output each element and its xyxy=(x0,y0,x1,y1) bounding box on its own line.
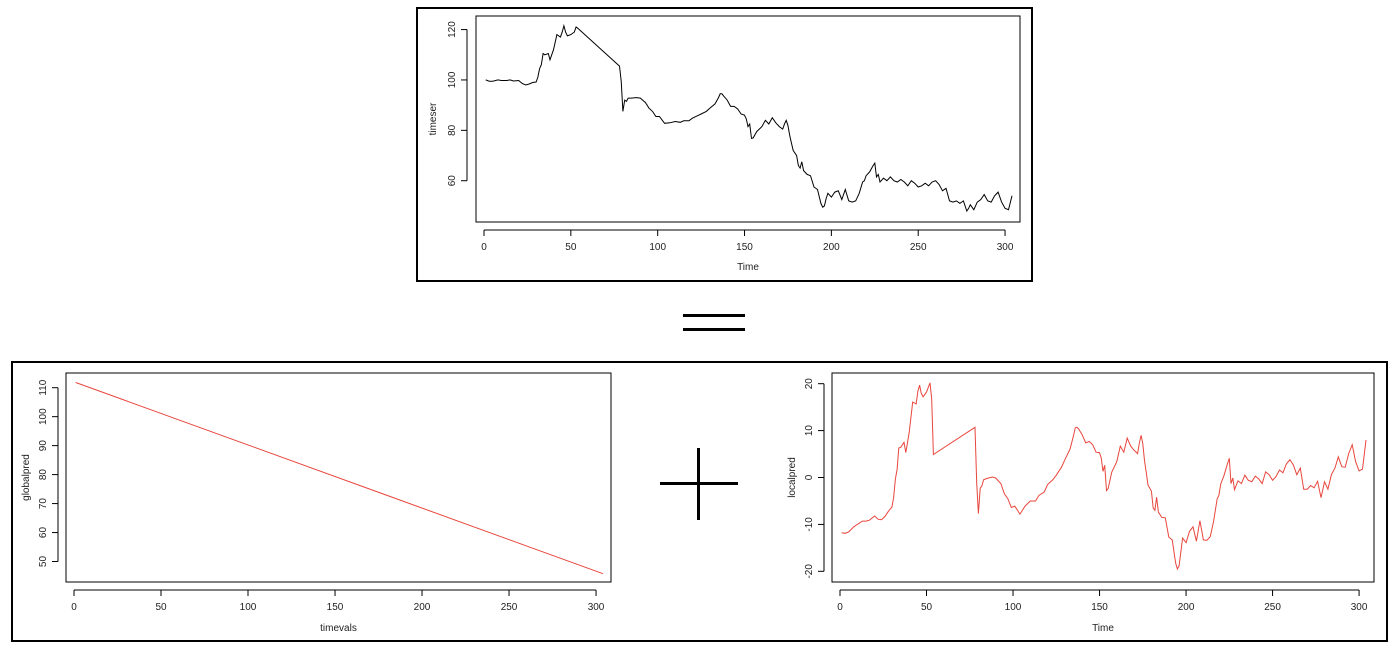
x-axis-label: Time xyxy=(1092,623,1114,634)
x-tick-label: 150 xyxy=(736,242,753,253)
y-tick-label: 20 xyxy=(804,378,815,390)
x-axis-label: timevals xyxy=(320,623,357,634)
y-tick-label: 60 xyxy=(38,527,49,539)
x-axis-label: Time xyxy=(737,262,759,273)
y-axis-label: globalpred xyxy=(21,454,32,501)
y-tick-label: 70 xyxy=(38,498,49,510)
decomposition-panel: 0 50 100 150 200 250 300 50 60 70 80 90 100 110 timeva… xyxy=(11,361,1388,642)
timeser-chart-panel: 0 50 100 150 200 250 300 60 80 100 120 Time timeser xyxy=(416,7,1033,282)
x-tick-label: 150 xyxy=(327,602,344,613)
y-tick-label: 100 xyxy=(447,71,458,88)
x-tick-label: 50 xyxy=(921,602,933,613)
y-tick-label: 110 xyxy=(38,379,49,395)
x-tick-label: 100 xyxy=(1005,602,1022,613)
x-tick-label: 250 xyxy=(501,602,518,613)
plus-sign xyxy=(660,448,738,520)
series-line xyxy=(75,382,604,575)
x-tick-label: 0 xyxy=(71,602,77,613)
x-tick-label: 0 xyxy=(481,242,487,253)
y-tick-label: 80 xyxy=(447,124,458,136)
y-tick-label: 10 xyxy=(804,425,815,437)
y-axis-label: localpred xyxy=(787,457,798,498)
y-tick-label: -10 xyxy=(804,517,815,532)
y-tick-label: 90 xyxy=(38,440,49,452)
x-tick-label: 100 xyxy=(240,602,257,613)
y-tick-label: 60 xyxy=(447,175,458,187)
x-tick-label: 0 xyxy=(837,602,843,613)
y-tick-label: 50 xyxy=(38,556,49,568)
plot-frame xyxy=(831,372,1375,583)
plot-frame xyxy=(475,15,1021,223)
y-axis-label: timeser xyxy=(428,102,439,135)
y-tick-label: 80 xyxy=(38,469,49,481)
equals-sign xyxy=(683,314,745,334)
y-tick-label: 120 xyxy=(447,21,458,38)
x-tick-label: 50 xyxy=(565,242,577,253)
y-tick-label: 100 xyxy=(38,408,49,425)
localpred-chart: 0 50 100 150 200 250 300 -20 -10 0 10 20 Time localpr… xyxy=(787,372,1375,634)
timeser-chart: 0 50 100 150 200 250 300 60 80 100 120 Time timeser xyxy=(428,15,1021,273)
x-tick-label: 200 xyxy=(823,242,840,253)
globalpred-chart: 0 50 100 150 200 250 300 50 60 70 80 90 100 110 timeva… xyxy=(21,372,612,634)
y-tick-label: 0 xyxy=(804,474,815,480)
x-tick-label: 200 xyxy=(414,602,431,613)
x-tick-label: 50 xyxy=(155,602,167,613)
x-tick-label: 150 xyxy=(1091,602,1108,613)
x-tick-label: 100 xyxy=(649,242,666,253)
x-tick-label: 300 xyxy=(588,602,605,613)
plot-frame xyxy=(65,372,612,583)
series-line xyxy=(841,382,1367,571)
y-tick-label: -20 xyxy=(804,564,815,579)
x-tick-label: 300 xyxy=(1351,602,1368,613)
x-tick-label: 250 xyxy=(910,242,927,253)
x-tick-label: 250 xyxy=(1264,602,1281,613)
series-line xyxy=(485,23,1013,213)
x-tick-label: 300 xyxy=(997,242,1014,253)
x-tick-label: 200 xyxy=(1178,602,1195,613)
